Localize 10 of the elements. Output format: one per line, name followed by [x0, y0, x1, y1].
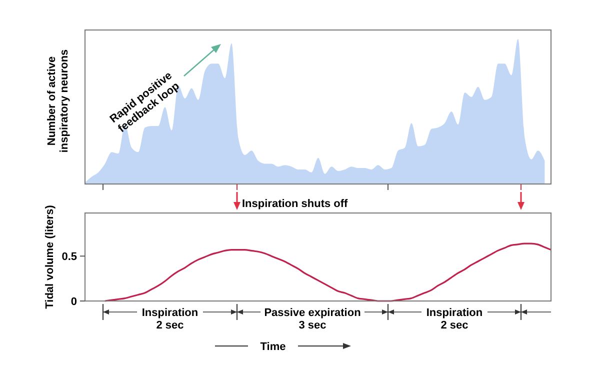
y-tick-label: 0: [70, 296, 77, 308]
y-axis-title: Number of active inspiratory neurons: [46, 49, 71, 153]
text: Inspiration 2 sec: [142, 307, 198, 332]
text: Passive expiration 3 sec: [264, 307, 362, 332]
y-axis-title: Tidal volume (liters): [44, 204, 56, 309]
text: Inspiration shuts off: [242, 198, 348, 210]
y-tick-label: 0.5: [62, 250, 77, 263]
line-series: [104, 242, 552, 302]
text: Inspiration 2 sec: [426, 307, 483, 332]
text: Time: [260, 341, 286, 353]
